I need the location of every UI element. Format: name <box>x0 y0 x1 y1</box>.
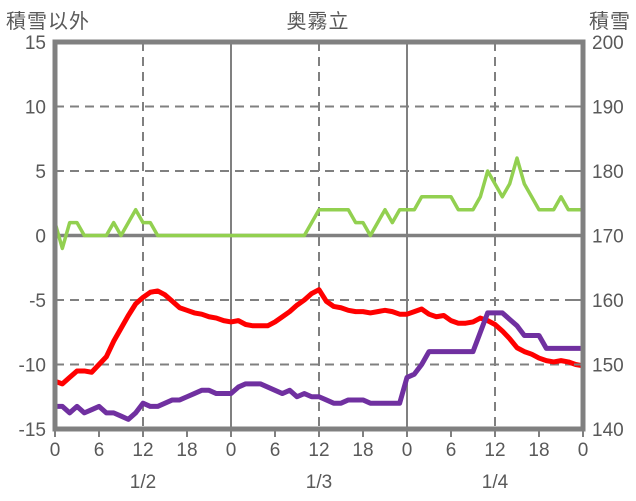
x-tick-label: 12 <box>308 440 329 461</box>
y-right-tick-label: 160 <box>592 291 624 312</box>
x-tick-label: 18 <box>528 440 549 461</box>
y-left-tick-label: 10 <box>25 98 46 119</box>
y-right-tick-label: 140 <box>592 420 624 441</box>
date-label: 1/2 <box>130 472 156 493</box>
y-left-tick-label: -5 <box>29 291 46 312</box>
y-right-tick-label: 190 <box>592 98 624 119</box>
x-tick-label: 0 <box>226 440 237 461</box>
y-left-tick-label: 0 <box>35 227 46 248</box>
y-right-tick-label: 180 <box>592 162 624 183</box>
y-right-tick-label: 150 <box>592 356 624 377</box>
date-label: 1/3 <box>306 472 332 493</box>
green-series-line <box>53 156 585 251</box>
x-tick-label: 0 <box>402 440 413 461</box>
x-tick-label: 18 <box>176 440 197 461</box>
x-tick-label: 18 <box>352 440 373 461</box>
chart-title: 奥霧立 <box>286 11 350 33</box>
x-tick-label: 6 <box>270 440 281 461</box>
plot-border <box>52 39 586 432</box>
y-right-tick-label: 170 <box>592 227 624 248</box>
x-tick-label: 12 <box>132 440 153 461</box>
x-tick-label: 6 <box>446 440 457 461</box>
x-tick-label: 0 <box>578 440 589 461</box>
left-axis-title: 積雪以外 <box>6 11 90 33</box>
purple-series-line <box>52 310 586 422</box>
y-left-tick-label: -15 <box>19 420 46 441</box>
y-left-tick-label: 15 <box>25 33 46 54</box>
y-right-tick-label: 200 <box>592 33 624 54</box>
x-tick-label: 6 <box>94 440 105 461</box>
x-tick-label: 12 <box>484 440 505 461</box>
red-series-line <box>52 287 586 387</box>
y-left-tick-label: 5 <box>35 162 46 183</box>
x-tick-label: 0 <box>50 440 61 461</box>
right-axis-title: 積雪 <box>589 11 631 33</box>
y-left-tick-label: -10 <box>19 356 46 377</box>
date-label: 1/4 <box>482 472 509 493</box>
